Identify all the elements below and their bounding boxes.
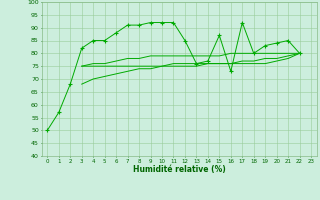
X-axis label: Humidité relative (%): Humidité relative (%)	[133, 165, 226, 174]
